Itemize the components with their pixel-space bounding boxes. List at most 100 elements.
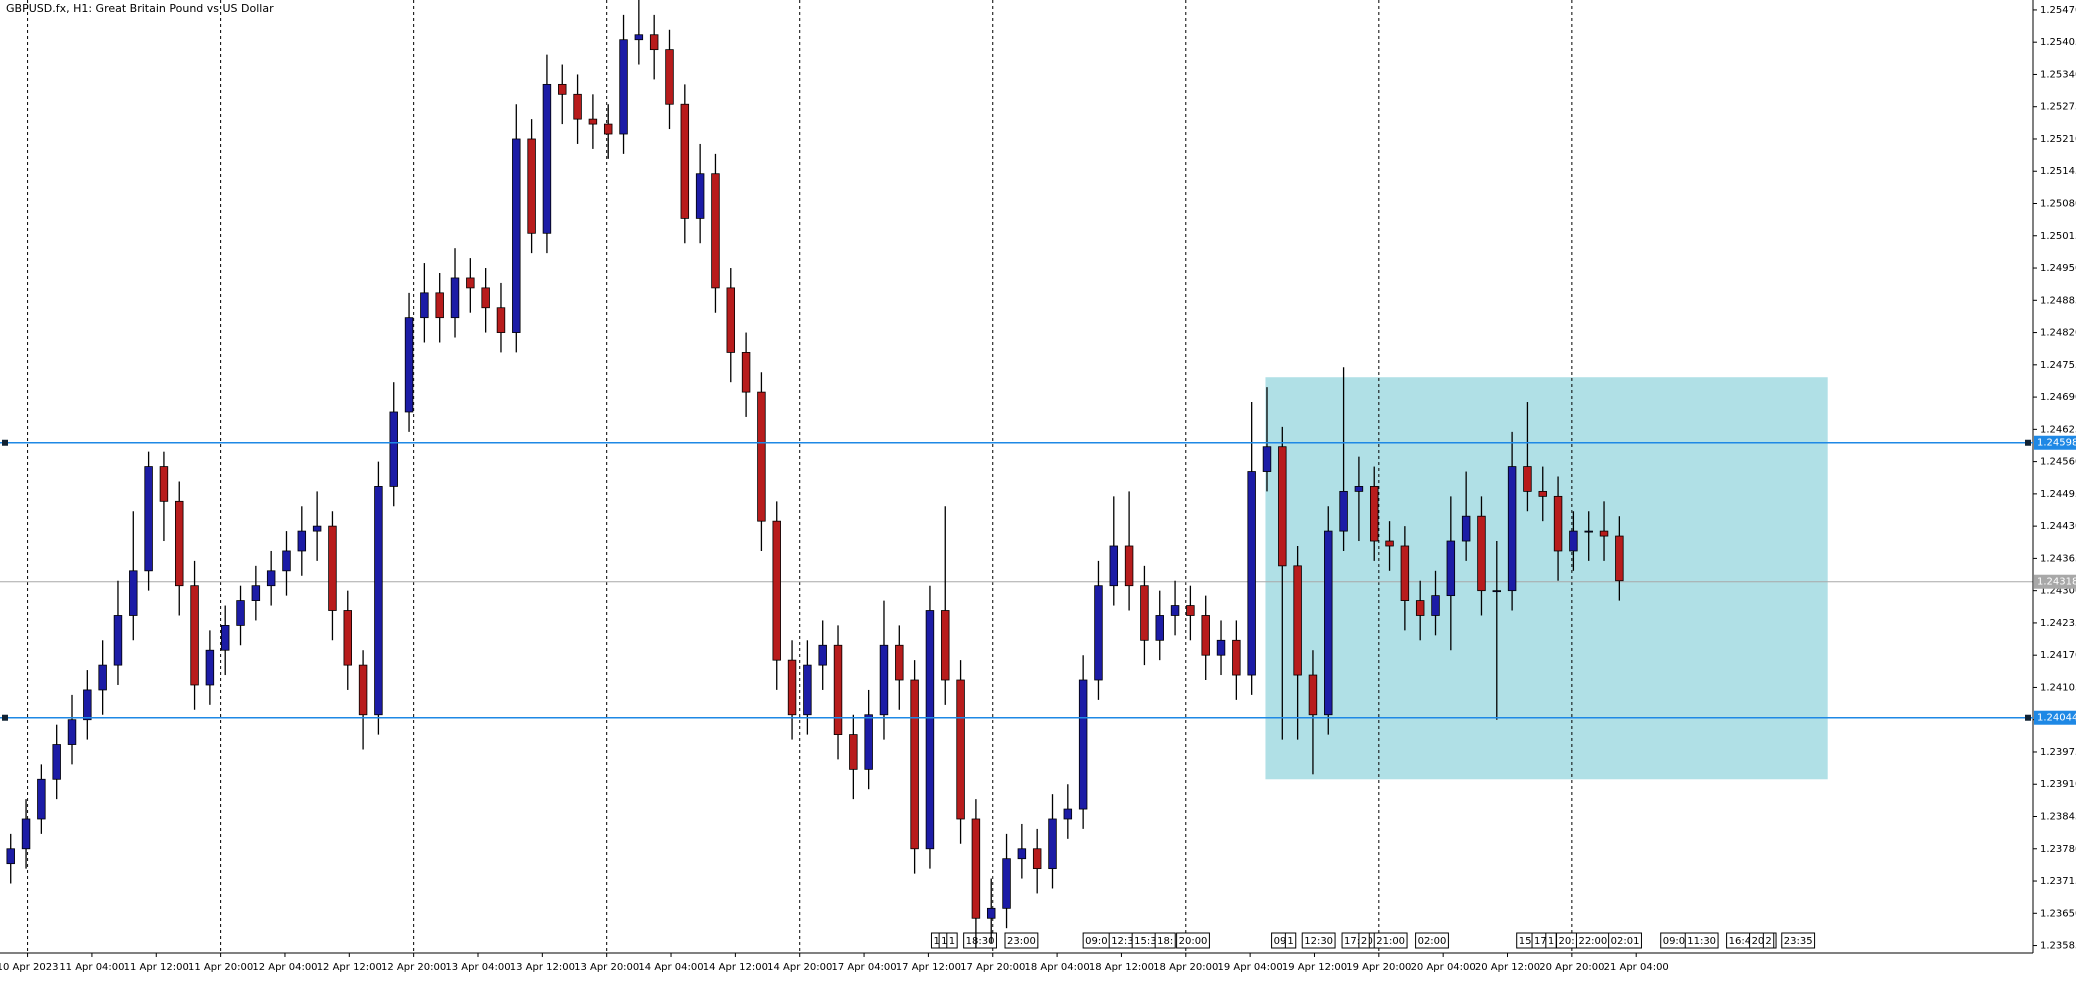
event-label: 22:00 bbox=[1575, 932, 1610, 949]
candle-body bbox=[1002, 858, 1011, 909]
event-label-text: 15:30 bbox=[1134, 936, 1163, 947]
event-label-box bbox=[963, 932, 997, 949]
y-tick-label: 1.25340 bbox=[2040, 69, 2076, 80]
candle-body bbox=[512, 138, 521, 333]
y-tick-label: 1.23585 bbox=[2040, 941, 2076, 952]
candle-body bbox=[466, 277, 475, 289]
candle-body bbox=[542, 83, 552, 234]
candle-body bbox=[282, 550, 291, 572]
x-tick-label: 19 Apr 12:00 bbox=[1282, 962, 1347, 973]
event-label-box bbox=[1004, 932, 1039, 949]
candle-body bbox=[1247, 471, 1256, 676]
x-tick-label: 12 Apr 12:00 bbox=[317, 962, 382, 973]
candle-body bbox=[1293, 565, 1302, 676]
x-tick-label: 11 Apr 04:00 bbox=[59, 962, 124, 973]
y-tick-label: 1.25015 bbox=[2040, 231, 2076, 242]
y-tick-label: 1.25080 bbox=[2040, 199, 2076, 210]
event-label-text: 17: bbox=[1534, 936, 1550, 947]
horizontal-line-handle bbox=[2, 439, 8, 446]
candle-body bbox=[1553, 495, 1563, 552]
candle-body bbox=[649, 34, 659, 51]
event-label-text: 09:0 bbox=[1085, 936, 1107, 947]
candle-body bbox=[803, 664, 812, 716]
y-tick-label: 1.25275 bbox=[2040, 102, 2076, 113]
event-label: 20: bbox=[1556, 932, 1578, 949]
candle-body bbox=[895, 644, 904, 681]
x-tick-label: 14 Apr 12:00 bbox=[703, 962, 768, 973]
candle-body bbox=[1308, 674, 1318, 716]
event-label-box bbox=[1762, 932, 1775, 949]
event-label-text: 21:00 bbox=[1376, 936, 1405, 947]
event-label: 09:0 bbox=[1082, 932, 1111, 949]
event-label-box bbox=[1781, 932, 1816, 949]
x-tick-label: 19 Apr 04:00 bbox=[1218, 962, 1283, 973]
candle-body bbox=[205, 649, 215, 686]
y-tick-label: 1.24300 bbox=[2040, 586, 2076, 597]
y-tick-label: 1.24170 bbox=[2040, 650, 2076, 661]
y-tick-label: 1.23910 bbox=[2040, 779, 2076, 790]
event-label-text: 20: bbox=[1559, 936, 1575, 947]
event-label-text: 22:00 bbox=[1578, 936, 1607, 947]
x-tick-label: 12 Apr 20:00 bbox=[381, 962, 446, 973]
horizontal-line-box bbox=[2034, 710, 2076, 725]
event-label-text: 1 bbox=[933, 936, 939, 947]
event-label-text: 1 bbox=[949, 936, 955, 947]
candle-body bbox=[619, 39, 628, 135]
candle-body bbox=[603, 123, 613, 135]
candle-body bbox=[1492, 590, 1502, 593]
event-label-box bbox=[1684, 932, 1719, 949]
event-label: 1 bbox=[946, 932, 958, 949]
event-label: 2 bbox=[1762, 932, 1775, 949]
y-tick-label: 1.24950 bbox=[2040, 263, 2076, 274]
event-label-box bbox=[1358, 932, 1370, 949]
event-label-text: 02:01 bbox=[1611, 936, 1640, 947]
candle-body bbox=[1369, 486, 1379, 542]
y-tick-label: 1.24495 bbox=[2040, 489, 2076, 500]
candle-body bbox=[1599, 530, 1609, 537]
candle-body bbox=[343, 610, 353, 666]
event-label-box bbox=[1301, 932, 1336, 949]
candle-body bbox=[1415, 600, 1425, 616]
candle-body bbox=[190, 585, 199, 686]
horizontal-line-handle bbox=[2, 714, 8, 721]
event-label-text: 15: bbox=[1519, 936, 1535, 947]
event-label-box bbox=[946, 932, 958, 949]
candle-body bbox=[833, 644, 843, 736]
candle-body bbox=[1569, 530, 1578, 552]
x-tick-label: 21 Apr 04:00 bbox=[1604, 962, 1669, 973]
event-label: 1 bbox=[1545, 932, 1557, 949]
candle-body bbox=[1385, 540, 1394, 547]
candle-body bbox=[358, 664, 368, 716]
candle-body bbox=[6, 848, 15, 865]
x-tick-label: 20 Apr 04:00 bbox=[1411, 962, 1476, 973]
horizontal-line-handle bbox=[2025, 439, 2031, 446]
event-label-box bbox=[1154, 932, 1176, 949]
candle-body bbox=[925, 610, 935, 850]
candle-body bbox=[1201, 615, 1210, 656]
candle-body bbox=[588, 118, 598, 125]
candle-body bbox=[1538, 490, 1547, 497]
event-label-text: 20:00 bbox=[1179, 936, 1208, 947]
candle-body bbox=[1063, 808, 1073, 820]
y-tick-label: 1.24755 bbox=[2040, 360, 2076, 371]
candle-body bbox=[741, 352, 751, 393]
y-tick-label: 1.23715 bbox=[2040, 876, 2076, 887]
candle-body bbox=[175, 500, 184, 587]
candle-body bbox=[1232, 639, 1241, 676]
candle-body bbox=[83, 689, 92, 721]
x-tick-label: 18 Apr 20:00 bbox=[1153, 962, 1218, 973]
event-label-text: 11:30 bbox=[1687, 936, 1716, 947]
event-label: 1 bbox=[1284, 932, 1297, 949]
candle-body bbox=[328, 525, 337, 611]
event-label-text: 2 bbox=[1765, 936, 1771, 947]
x-tick-label: 13 Apr 12:00 bbox=[510, 962, 575, 973]
x-tick-label: 17 Apr 20:00 bbox=[960, 962, 1025, 973]
event-label: 21:00 bbox=[1373, 932, 1408, 949]
event-label-text: 18:30 bbox=[966, 936, 995, 947]
candle-body bbox=[680, 103, 690, 219]
candle-body bbox=[1523, 466, 1532, 492]
candle-body bbox=[726, 287, 736, 353]
candle-body bbox=[1446, 540, 1456, 597]
candle-body bbox=[1278, 446, 1287, 567]
